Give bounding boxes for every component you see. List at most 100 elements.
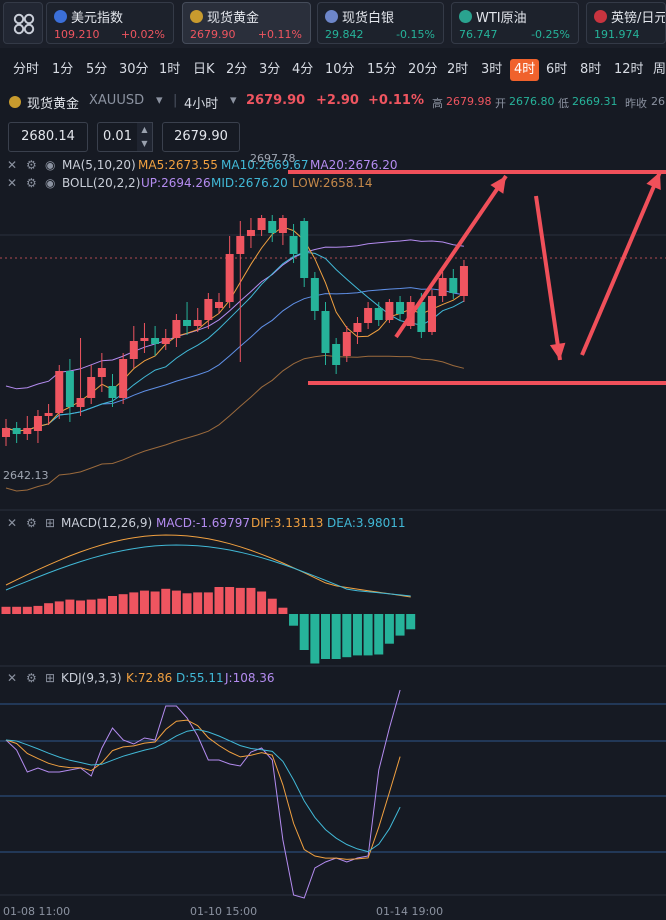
candle-body — [55, 371, 64, 413]
candle-body — [236, 236, 245, 254]
close-icon[interactable]: ✕ — [7, 158, 18, 172]
symbol-dropdown-icon[interactable]: ▾ — [156, 93, 163, 108]
candle-body — [385, 302, 394, 320]
ticker-name: 英镑/日元 — [611, 11, 666, 26]
kdj-j-line — [5, 689, 401, 899]
ticker-bar: 美元指数 109.210 +0.02% 现货黄金 2679.90 +0.11% 现货白银 29… — [0, 0, 666, 48]
close-icon[interactable]: ✕ — [7, 176, 18, 190]
settings-icon[interactable]: ⚙ — [26, 158, 37, 172]
candle-body — [12, 428, 21, 434]
kdj-d-line — [5, 728, 401, 853]
open-label: 开 — [495, 97, 506, 110]
candle-body — [428, 296, 436, 332]
tab-timeframe-15[interactable]: 6时 — [546, 62, 568, 77]
tab-timeframe-5[interactable]: 日K — [193, 62, 215, 77]
macd-bar — [289, 614, 299, 626]
boll-mid-line — [5, 287, 464, 432]
time-label-1: 01-08 11:00 — [3, 905, 71, 918]
lot-stepper[interactable]: ▲ ▼ — [137, 122, 153, 152]
close-icon[interactable]: ✕ — [7, 671, 18, 685]
tab-timeframe-9[interactable]: 10分 — [325, 62, 355, 77]
apps-grid-icon — [13, 13, 35, 35]
macd-bar — [246, 587, 256, 614]
expand-icon[interactable]: ⊞ — [45, 671, 56, 685]
instrument-symbol[interactable]: XAUUSD — [89, 93, 145, 108]
ticker-name: 现货黄金 — [207, 11, 260, 26]
high-label: 高 — [432, 97, 443, 110]
tab-timeframe-2[interactable]: 5分 — [86, 62, 108, 77]
eye-icon[interactable]: ◉ — [45, 158, 56, 172]
eye-icon[interactable]: ◉ — [45, 176, 56, 190]
time-label-3: 01-14 19:00 — [376, 905, 444, 918]
time-label-2: 01-10 15:00 — [190, 905, 258, 918]
silver-icon — [325, 10, 338, 23]
settings-icon[interactable]: ⚙ — [26, 176, 37, 190]
tab-timeframe-18[interactable]: 周 — [653, 62, 666, 77]
macd-indicator-row: ✕ ⚙ ⊞ MACD(12,26,9) MACD:-1.69797 DIF:3.… — [0, 516, 420, 532]
macd-bar — [76, 600, 86, 614]
stepper-down-icon[interactable]: ▼ — [141, 139, 148, 148]
macd-bar — [257, 591, 267, 614]
up-arrow-2-head — [646, 172, 661, 190]
tab-timeframe-14[interactable]: 4时 — [510, 59, 540, 81]
macd-bar — [225, 587, 235, 614]
tab-timeframe-11[interactable]: 20分 — [408, 62, 438, 77]
candle-body — [257, 218, 266, 230]
kdj-label: KDJ(9,3,3) — [61, 671, 122, 685]
ticker-2[interactable]: 现货白银 29.842 -0.15% — [317, 2, 444, 44]
tab-timeframe-1[interactable]: 1分 — [52, 62, 74, 77]
tab-timeframe-7[interactable]: 3分 — [259, 62, 281, 77]
candle-body — [374, 308, 383, 320]
tab-timeframe-17[interactable]: 12时 — [614, 62, 644, 77]
macd-bar — [129, 592, 139, 614]
interval-selector[interactable]: 4小时 — [184, 97, 219, 112]
macd-bar — [363, 614, 373, 656]
timeframe-tabs: 分时 1分 5分 30分 1时 日K 2分 3分 4分 10分 15分 20分 2时 3时 4时 6时 8时 12… — [0, 57, 666, 83]
candle-body — [278, 218, 287, 233]
candle-body — [225, 254, 234, 302]
boll-up-value: UP:2694.26 — [141, 176, 211, 190]
apps-menu-button[interactable] — [3, 2, 43, 44]
tab-timeframe-16[interactable]: 8时 — [580, 62, 602, 77]
settings-icon[interactable]: ⚙ — [26, 671, 37, 685]
candle-body — [364, 308, 373, 323]
ticker-0[interactable]: 美元指数 109.210 +0.02% — [46, 2, 174, 44]
tab-timeframe-10[interactable]: 15分 — [367, 62, 397, 77]
candle-body — [289, 236, 298, 254]
macd-bar — [374, 614, 384, 655]
candle-body — [459, 266, 468, 296]
macd-bar — [108, 596, 117, 614]
tab-timeframe-12[interactable]: 2时 — [447, 62, 469, 77]
ticker-price: 29.842 — [325, 28, 364, 41]
candle-body — [310, 278, 319, 311]
expand-icon[interactable]: ⊞ — [45, 516, 56, 530]
tab-timeframe-13[interactable]: 3时 — [481, 62, 503, 77]
interval-dropdown-icon[interactable]: ▾ — [230, 93, 237, 108]
close-icon[interactable]: ✕ — [7, 516, 18, 530]
kdj-j-value: J:108.36 — [225, 671, 275, 685]
tab-timeframe-6[interactable]: 2分 — [226, 62, 248, 77]
tab-timeframe-3[interactable]: 30分 — [119, 62, 149, 77]
lot-size-input[interactable]: 0.01 — [97, 122, 137, 152]
tab-timeframe-8[interactable]: 4分 — [292, 62, 314, 77]
candle-body — [140, 338, 149, 341]
tab-timeframe-4[interactable]: 1时 — [159, 62, 181, 77]
ticker-1[interactable]: 现货黄金 2679.90 +0.11% — [182, 2, 311, 44]
low-label: 低 — [558, 97, 569, 110]
tab-timeframe-0[interactable]: 分时 — [13, 62, 40, 77]
instrument-name[interactable]: 现货黄金 — [27, 97, 80, 112]
boll-mid-value: MID:2676.20 — [211, 176, 288, 190]
macd-dea-line — [5, 544, 411, 597]
instrument-header: 现货黄金 XAUUSD ▾ | 4小时 ▾ 2679.90 +2.90 +0.1… — [0, 90, 666, 114]
buy-price-box[interactable]: 2679.90 — [162, 122, 240, 152]
macd-bar — [395, 614, 405, 636]
ticker-change: -0.15% — [396, 28, 435, 41]
up-arrow-1 — [394, 174, 508, 339]
settings-icon[interactable]: ⚙ — [26, 516, 37, 530]
macd-bar — [12, 606, 22, 614]
sell-price-box[interactable]: 2680.14 — [8, 122, 88, 152]
stepper-up-icon[interactable]: ▲ — [141, 125, 148, 134]
ticker-3[interactable]: WTI原油 76.747 -0.25% — [451, 2, 579, 44]
ticker-change: -0.25% — [531, 28, 570, 41]
